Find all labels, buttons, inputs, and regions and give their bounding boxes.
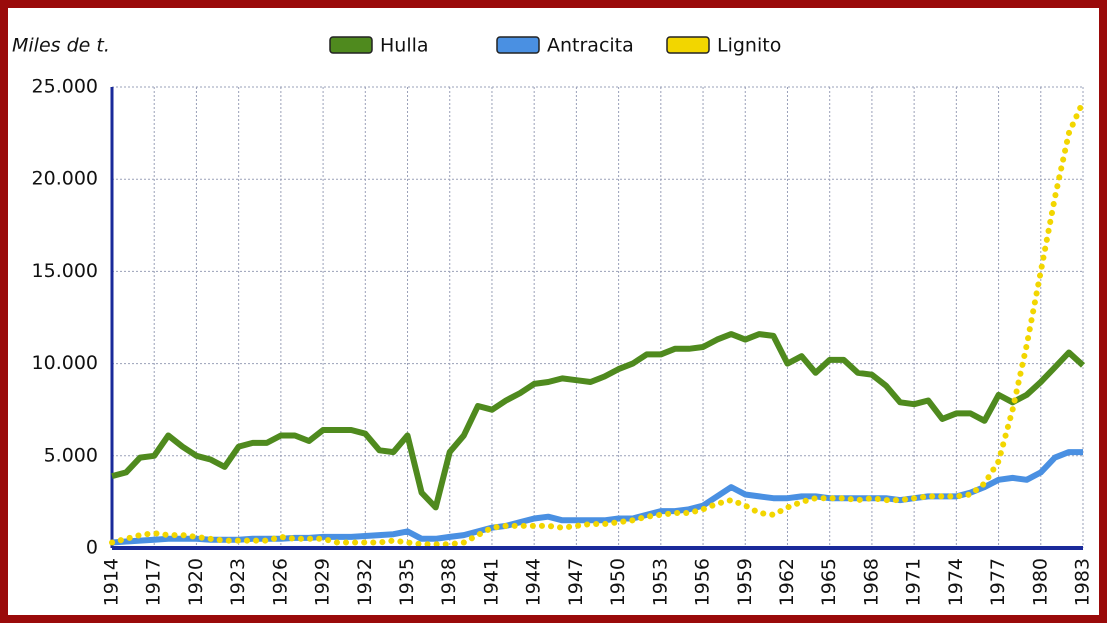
x-tick-label: 1923 xyxy=(227,558,249,606)
x-tick-label: 1917 xyxy=(143,558,165,606)
x-tick-label: 1968 xyxy=(860,558,882,606)
x-tick-label: 1947 xyxy=(565,558,587,606)
x-tick-label: 1926 xyxy=(269,558,291,606)
legend-label: Hulla xyxy=(380,35,429,57)
x-tick-label: 1938 xyxy=(438,558,460,606)
x-tick-label: 1929 xyxy=(312,558,334,606)
x-tick-label: 1956 xyxy=(692,558,714,606)
y-tick-label: 0 xyxy=(86,537,98,559)
x-tick-label: 1935 xyxy=(396,558,418,606)
x-tick-label: 1953 xyxy=(649,558,671,606)
x-tick-label: 1962 xyxy=(776,558,798,606)
chart-background xyxy=(8,8,1099,615)
x-tick-label: 1971 xyxy=(903,558,925,606)
x-tick-label: 1974 xyxy=(945,558,967,606)
legend-label: Lignito xyxy=(717,35,781,57)
data-line xyxy=(111,331,1086,511)
legend-label: Antracita xyxy=(547,35,634,57)
x-tick-label: 1980 xyxy=(1029,558,1051,606)
x-tick-label: 1959 xyxy=(734,558,756,606)
y-axis-title: Miles de t. xyxy=(12,35,110,57)
y-tick-label: 25.000 xyxy=(32,76,98,98)
x-tick-label: 1950 xyxy=(607,558,629,606)
legend-swatch xyxy=(666,36,710,54)
x-tick-label: 1920 xyxy=(185,558,207,606)
x-tick-label: 1983 xyxy=(1072,558,1094,606)
data-line xyxy=(109,98,1086,548)
y-tick-label: 15.000 xyxy=(32,260,98,282)
x-tick-label: 1944 xyxy=(523,558,545,606)
x-tick-label: 1932 xyxy=(354,558,376,606)
legend-swatch xyxy=(496,36,540,54)
y-tick-label: 10.000 xyxy=(32,352,98,374)
x-tick-label: 1941 xyxy=(480,558,502,606)
legend-swatch xyxy=(329,36,373,54)
y-tick-label: 20.000 xyxy=(32,168,98,190)
x-tick-label: 1914 xyxy=(101,558,123,606)
x-tick-label: 1965 xyxy=(818,558,840,606)
y-tick-label: 5.000 xyxy=(44,444,98,466)
x-tick-label: 1977 xyxy=(987,558,1009,606)
